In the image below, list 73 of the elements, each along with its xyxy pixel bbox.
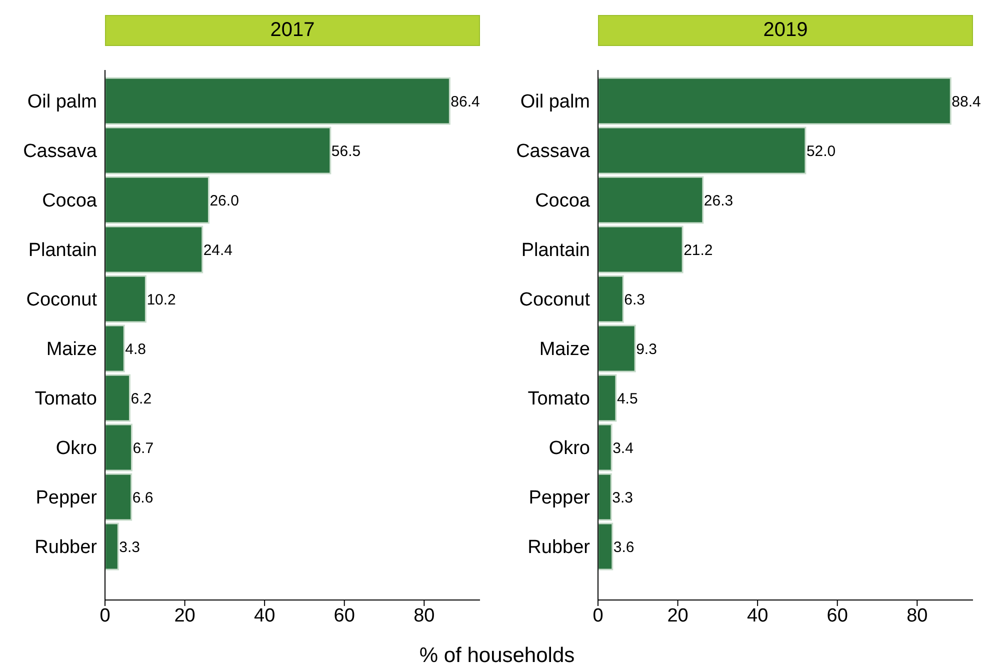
bar bbox=[105, 77, 450, 125]
x-tick-label: 20 bbox=[174, 605, 196, 626]
x-tick-label: 60 bbox=[826, 605, 848, 626]
data-label: 6.6 bbox=[132, 489, 154, 506]
data-label: 4.5 bbox=[616, 390, 638, 408]
y-tick-label: Okro bbox=[548, 438, 590, 459]
x-tick-label: 20 bbox=[667, 605, 688, 626]
bar bbox=[105, 424, 132, 472]
bar bbox=[105, 226, 204, 274]
bar bbox=[598, 176, 704, 224]
x-tick-label: 80 bbox=[906, 605, 928, 626]
y-tick-label: Rubber bbox=[34, 536, 98, 558]
data-label: 3.3 bbox=[119, 538, 140, 556]
data-label: 24.4 bbox=[203, 242, 233, 259]
y-tick-label: Coconut bbox=[26, 289, 98, 310]
y-tick-label: Plantain bbox=[521, 240, 590, 261]
y-tick-label: Oil palm bbox=[520, 91, 590, 112]
x-tick-label: 60 bbox=[334, 605, 355, 626]
y-tick-label: Cocoa bbox=[535, 190, 590, 212]
bar bbox=[598, 473, 612, 521]
data-label: 4.8 bbox=[125, 340, 146, 358]
data-label: 6.3 bbox=[624, 291, 645, 308]
y-tick-label: Okro bbox=[56, 438, 97, 459]
data-label: 3.4 bbox=[612, 440, 634, 457]
data-label: 9.3 bbox=[636, 340, 657, 358]
y-tick-label: Rubber bbox=[528, 536, 591, 558]
y-tick-label: Cocoa bbox=[42, 190, 98, 212]
data-label: 3.6 bbox=[613, 538, 634, 556]
bar bbox=[598, 324, 636, 372]
chart-title: 2017 bbox=[270, 19, 315, 41]
bar bbox=[598, 275, 624, 323]
bar bbox=[598, 226, 684, 274]
data-label: 56.5 bbox=[331, 142, 361, 160]
bar bbox=[105, 522, 119, 570]
y-tick-label: Coconut bbox=[519, 289, 591, 310]
data-label: 26.3 bbox=[704, 192, 734, 210]
y-tick-label: Maize bbox=[539, 338, 590, 360]
x-tick-label: 0 bbox=[100, 605, 110, 626]
data-label: 21.2 bbox=[684, 242, 713, 259]
data-label: 88.4 bbox=[952, 93, 981, 110]
data-label: 86.4 bbox=[450, 93, 480, 110]
x-tick-label: 0 bbox=[592, 605, 604, 626]
x-axis-title: % of households bbox=[419, 644, 575, 667]
y-tick-label: Pepper bbox=[528, 487, 591, 508]
bar bbox=[598, 424, 612, 472]
bar bbox=[105, 374, 130, 422]
y-tick-label: Tomato bbox=[34, 388, 97, 410]
y-tick-label: Cassava bbox=[23, 140, 98, 162]
data-label: 26.0 bbox=[210, 192, 239, 210]
bar bbox=[105, 176, 210, 224]
chart-title: 2019 bbox=[763, 19, 808, 41]
y-tick-label: Oil palm bbox=[27, 91, 97, 112]
y-tick-label: Pepper bbox=[36, 487, 98, 508]
y-tick-label: Plantain bbox=[28, 240, 97, 261]
bar bbox=[598, 77, 952, 125]
data-label: 52.0 bbox=[806, 142, 836, 160]
y-tick-label: Cassava bbox=[516, 140, 590, 162]
x-tick-label: 40 bbox=[747, 605, 768, 626]
bar bbox=[105, 324, 125, 372]
bar bbox=[598, 374, 617, 422]
bar bbox=[105, 473, 132, 521]
bar bbox=[105, 126, 332, 174]
data-label: 6.2 bbox=[130, 390, 152, 408]
data-label: 6.7 bbox=[132, 440, 154, 457]
bar bbox=[598, 522, 614, 570]
x-tick-label: 40 bbox=[254, 605, 276, 626]
bar bbox=[105, 275, 146, 323]
data-label: 3.3 bbox=[612, 489, 634, 506]
x-tick-label: 80 bbox=[414, 605, 435, 626]
data-label: 10.2 bbox=[146, 291, 176, 308]
bar bbox=[598, 126, 806, 174]
y-tick-label: Tomato bbox=[528, 388, 590, 410]
y-tick-label: Maize bbox=[46, 338, 97, 360]
